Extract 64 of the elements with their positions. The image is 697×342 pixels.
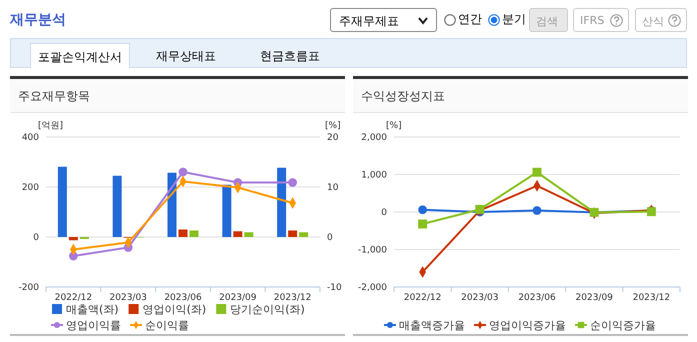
point bbox=[532, 206, 542, 215]
legend-label: 당기순이익(좌) bbox=[230, 303, 305, 316]
point bbox=[418, 220, 428, 228]
point bbox=[418, 205, 427, 214]
y2-tick-label: -10 bbox=[327, 282, 342, 293]
y-tick-label: -2,000 bbox=[358, 282, 388, 293]
y-axis-title: [억원] bbox=[38, 121, 64, 131]
dropdown-field: 주재무제표 bbox=[330, 8, 437, 32]
point bbox=[475, 204, 484, 214]
bar bbox=[222, 184, 232, 237]
chart-title: 수익성장성지표 bbox=[361, 89, 445, 103]
y2-axis-title: [%] bbox=[325, 121, 341, 131]
legend-label: 영업이익(좌) bbox=[142, 303, 206, 316]
bar bbox=[190, 230, 198, 237]
x-tick-label: 2023/03 bbox=[110, 292, 147, 303]
bar bbox=[68, 237, 78, 240]
legend-label: 영업이익증가율 bbox=[489, 319, 566, 332]
x-tick-label: 2023/06 bbox=[164, 292, 202, 303]
bar bbox=[277, 168, 286, 237]
y-tick-label: 200 bbox=[22, 182, 40, 193]
text: 연간 bbox=[458, 11, 482, 28]
text: 재무상태표 bbox=[155, 48, 217, 65]
point bbox=[532, 168, 542, 177]
y-tick-label: 2,000 bbox=[361, 132, 388, 143]
text: 분기 bbox=[502, 11, 526, 28]
button: IFRS bbox=[573, 8, 629, 32]
legend-label: 매출액증가율 bbox=[399, 319, 465, 332]
x-tick-label: 2023/12 bbox=[632, 292, 670, 303]
x-tick-label: 2022/12 bbox=[54, 292, 92, 303]
text: 포괄손익계산서 bbox=[30, 43, 130, 68]
x-tick-label: 2023/03 bbox=[461, 292, 498, 303]
chart-title: 주요재무항목 bbox=[18, 89, 90, 103]
y-axis-title: [%] bbox=[386, 121, 402, 131]
point bbox=[288, 178, 297, 187]
y-tick-label: -200 bbox=[18, 282, 40, 293]
bar bbox=[233, 231, 242, 237]
bar bbox=[244, 232, 254, 237]
legend-label: 매출액(좌) bbox=[66, 303, 119, 316]
y-tick-label: 0 bbox=[381, 208, 388, 218]
y-tick-label: 0 bbox=[33, 232, 40, 243]
y-tick-label: 400 bbox=[22, 132, 40, 143]
y2-tick-label: 10 bbox=[327, 182, 339, 193]
text: 재무분석 bbox=[10, 11, 66, 29]
x-tick-label: 2023/06 bbox=[518, 292, 556, 303]
y-tick-label: 1,000 bbox=[361, 170, 388, 180]
point bbox=[178, 168, 188, 176]
x-tick-label: 2023/09 bbox=[219, 292, 257, 303]
bar bbox=[178, 230, 188, 237]
legend-label: 순이익률 bbox=[145, 319, 189, 332]
bar bbox=[112, 176, 122, 237]
x-tick-label: 2023/09 bbox=[576, 292, 614, 303]
y2-tick-label: 20 bbox=[327, 132, 339, 143]
text: 현금흐름표 bbox=[259, 48, 321, 65]
y-tick-label: -1,000 bbox=[358, 245, 388, 256]
bar bbox=[288, 230, 298, 237]
bar bbox=[299, 232, 308, 237]
button: 산식 bbox=[635, 8, 687, 32]
bar bbox=[58, 166, 67, 237]
x-tick-label: 2023/12 bbox=[274, 292, 312, 303]
x-tick-label: 2022/12 bbox=[404, 292, 442, 303]
legend-label: 순이익증가율 bbox=[590, 319, 656, 332]
button: 검색 bbox=[529, 8, 568, 32]
y2-tick-label: 0 bbox=[327, 232, 333, 243]
legend-label: 영업이익률 bbox=[66, 319, 121, 332]
